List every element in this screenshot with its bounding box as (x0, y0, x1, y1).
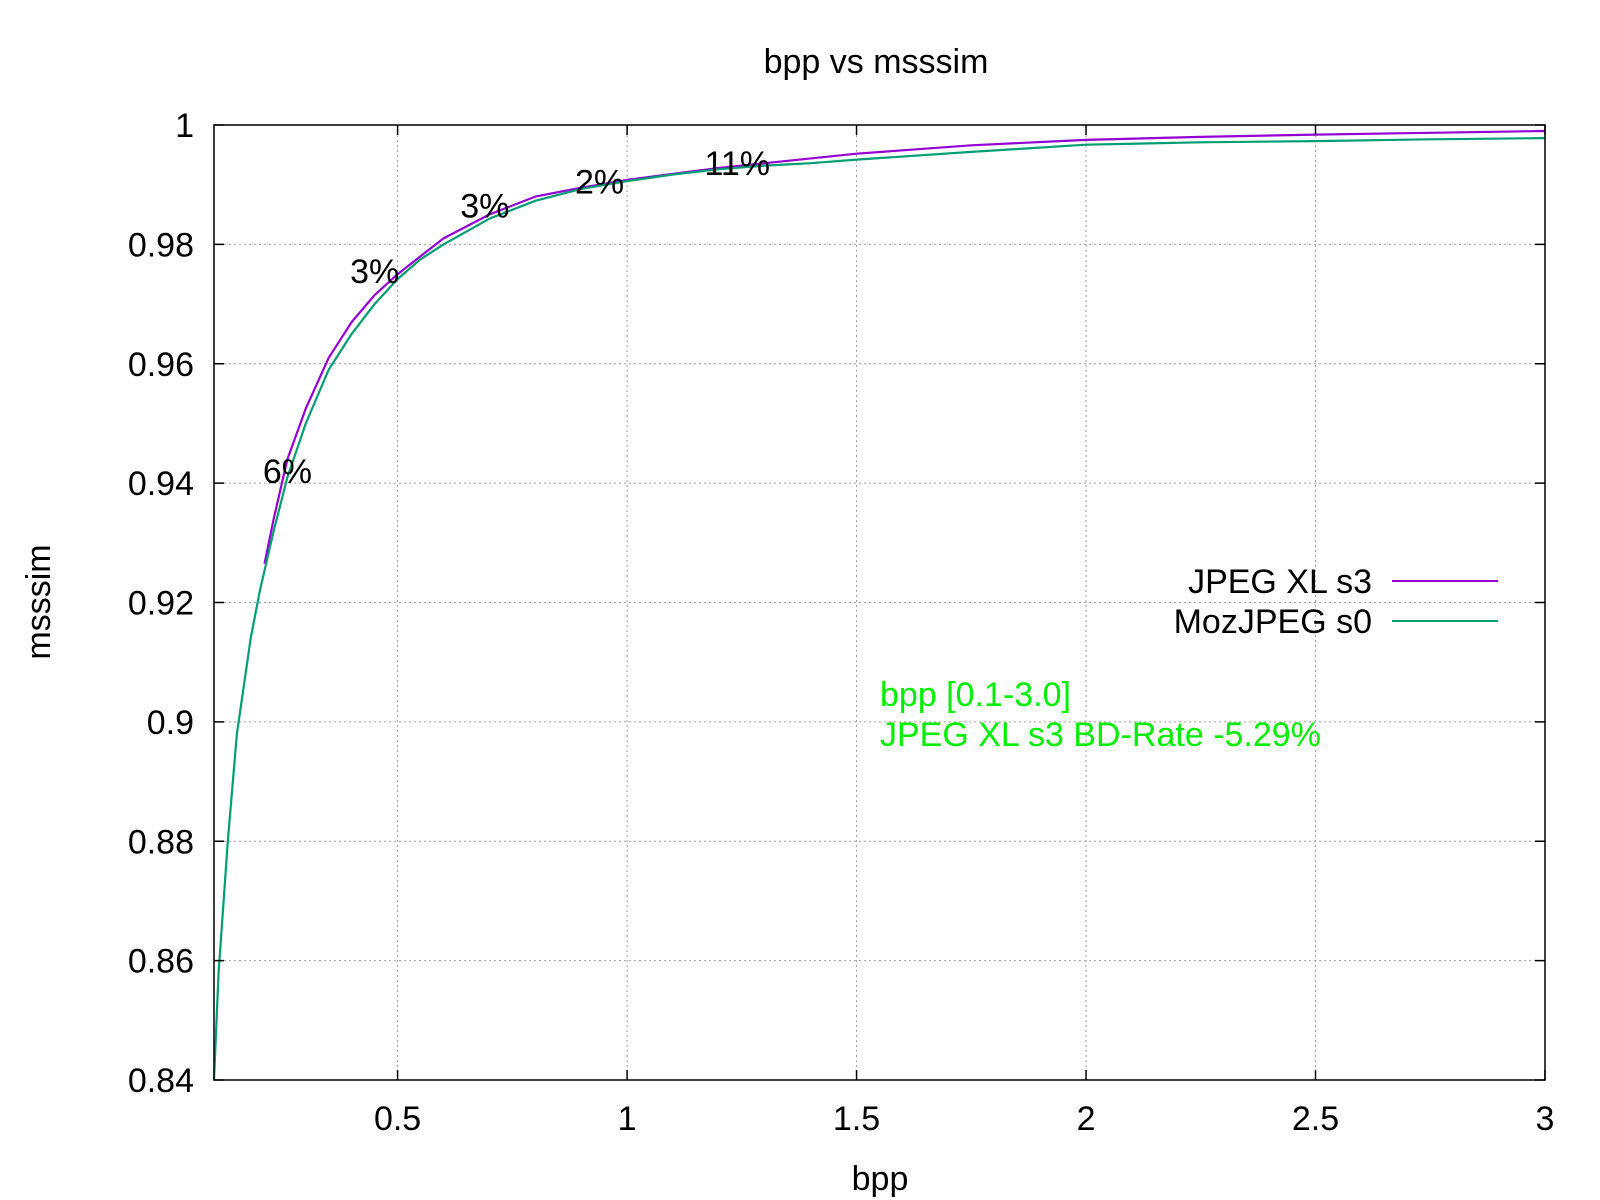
y-tick-label: 0.96 (128, 346, 194, 384)
bd-rate-annotation: 3% (350, 253, 399, 291)
series-line-jpegxl (263, 129, 1546, 564)
x-tick-label: 3 (1536, 1100, 1555, 1138)
y-tick-label: 0.94 (128, 465, 194, 503)
x-tick-label: 2 (1077, 1100, 1096, 1138)
note-line-bdrate: JPEG XL s3 BD-Rate -5.29% (880, 716, 1321, 754)
legend-label-jpegxl: JPEG XL s3 (1188, 563, 1372, 601)
y-axis-ticks: 0.84 0.86 0.88 0.9 0.92 0.94 0.96 0.98 1 (128, 107, 1545, 1100)
bd-rate-annotation: 11% (704, 145, 770, 183)
y-tick-label: 0.84 (128, 1062, 194, 1100)
x-axis-ticks: 0.5 1 1.5 2 2.5 3 (374, 125, 1555, 1138)
legend: JPEG XL s3 MozJPEG s0 (1174, 563, 1498, 641)
x-tick-label: 2.5 (1292, 1100, 1339, 1138)
bd-rate-annotation: 3% (460, 188, 509, 226)
y-tick-label: 0.9 (147, 704, 194, 742)
x-tick-label: 1.5 (833, 1100, 880, 1138)
y-axis-label: msssim (20, 544, 58, 659)
y-tick-label: 0.92 (128, 585, 194, 623)
note-line-range: bpp [0.1-3.0] (880, 676, 1071, 714)
series-line-mozjpeg (212, 137, 1546, 1081)
y-tick-label: 0.88 (128, 823, 194, 861)
x-tick-label: 0.5 (374, 1100, 421, 1138)
x-axis-label: bpp (852, 1160, 909, 1198)
y-tick-label: 0.86 (128, 943, 194, 981)
bd-rate-annotation: 6% (263, 453, 312, 491)
chart-title: bpp vs msssim (764, 43, 989, 81)
x-tick-label: 1 (618, 1100, 637, 1138)
bd-rate-note: bpp [0.1-3.0] JPEG XL s3 BD-Rate -5.29% (880, 676, 1321, 754)
series-layer (212, 129, 1546, 1081)
y-tick-label: 0.98 (128, 226, 194, 264)
y-tick-label: 1 (175, 107, 194, 145)
legend-label-mozjpeg: MozJPEG s0 (1174, 603, 1372, 641)
bd-rate-annotation: 2% (575, 164, 624, 202)
annotations: 6% 3% 3% 2% 11% (263, 145, 770, 491)
